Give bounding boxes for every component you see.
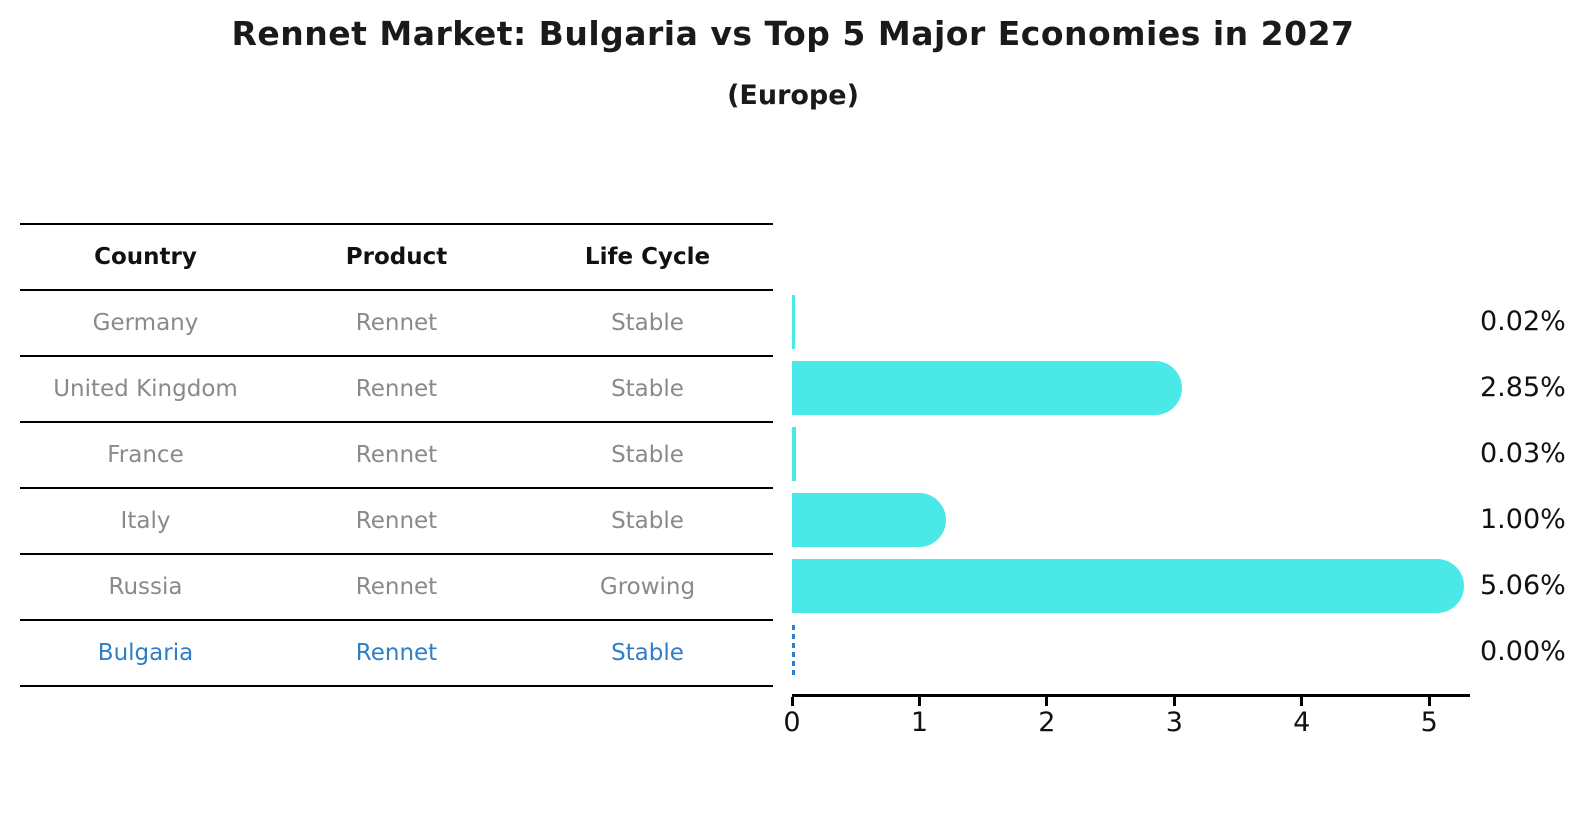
cell-product: Rennet: [355, 442, 438, 468]
table-row-france: France Rennet Stable: [20, 423, 773, 489]
cell-country: Italy: [120, 508, 171, 534]
cell-product: Rennet: [355, 310, 438, 336]
cell-life-cycle: Stable: [611, 640, 684, 666]
cell-country: Russia: [108, 574, 183, 600]
x-tick: [1045, 697, 1049, 706]
x-tick-label: 2: [1038, 707, 1056, 738]
cell-product: Rennet: [355, 640, 438, 666]
value-label-france: 0.03%: [1480, 438, 1566, 469]
cell-life-cycle: Stable: [611, 442, 684, 468]
table-row-russia: Russia Rennet Growing: [20, 555, 773, 621]
table-row-germany: Germany Rennet Stable: [20, 291, 773, 357]
cell-country: France: [107, 442, 184, 468]
cell-product: Rennet: [355, 376, 438, 402]
country-table: Country Product Life Cycle Germany Renne…: [20, 223, 773, 687]
x-tick-label: 4: [1293, 707, 1311, 738]
value-label-germany: 0.02%: [1480, 306, 1566, 337]
x-tick-label: 5: [1420, 707, 1438, 738]
value-label-united-kingdom: 2.85%: [1480, 372, 1566, 403]
table-row-united-kingdom: United Kingdom Rennet Stable: [20, 357, 773, 423]
cell-life-cycle: Stable: [611, 508, 684, 534]
chart-subtitle: (Europe): [727, 80, 859, 111]
table-row-bulgaria: Bulgaria Rennet Stable: [20, 621, 773, 687]
x-tick: [917, 697, 921, 706]
x-tick: [1172, 697, 1176, 706]
header-life-cycle: Life Cycle: [584, 244, 711, 270]
cell-life-cycle: Growing: [599, 574, 696, 600]
table-row-italy: Italy Rennet Stable: [20, 489, 773, 555]
value-label-russia: 5.06%: [1480, 570, 1566, 601]
x-tick-label: 0: [783, 707, 801, 738]
value-label-bulgaria: 0.00%: [1480, 636, 1566, 667]
bar-russia: [792, 559, 1464, 613]
x-tick-label: 1: [910, 707, 929, 738]
bar-united-kingdom: [792, 361, 1182, 415]
bar-bulgaria: [792, 625, 795, 679]
bar-italy: [792, 493, 946, 547]
cell-country: United Kingdom: [53, 376, 238, 402]
header-product: Product: [345, 244, 448, 270]
x-tick: [1300, 697, 1304, 706]
header-country: Country: [94, 244, 197, 270]
cell-life-cycle: Stable: [611, 376, 684, 402]
table-header-row: Country Product Life Cycle: [20, 225, 773, 291]
value-label-italy: 1.00%: [1480, 504, 1566, 535]
cell-country: Germany: [92, 310, 199, 336]
x-tick: [1427, 697, 1431, 706]
cell-product: Rennet: [355, 508, 438, 534]
x-axis-line: [792, 694, 1470, 697]
bar-germany: [792, 295, 795, 349]
chart-title: Rennet Market: Bulgaria vs Top 5 Major E…: [231, 14, 1355, 53]
x-tick-label: 3: [1165, 707, 1183, 738]
cell-life-cycle: Stable: [611, 310, 684, 336]
bar-france: [792, 427, 796, 481]
cell-product: Rennet: [355, 574, 438, 600]
cell-country: Bulgaria: [97, 640, 194, 666]
x-tick: [790, 697, 794, 706]
